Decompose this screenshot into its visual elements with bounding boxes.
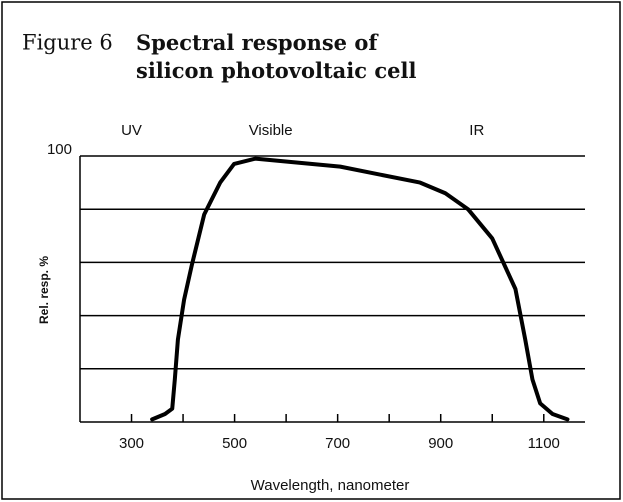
- figure-label: Figure 6: [22, 31, 113, 55]
- region-label: Visible: [249, 122, 293, 139]
- y-axis-label: Rel. resp. %: [37, 256, 51, 324]
- y-tick-label: 100: [47, 141, 72, 158]
- region-label: UV: [121, 122, 142, 139]
- x-tick-label: 300: [119, 435, 144, 452]
- x-axis-label: Wavelength, nanometer: [251, 477, 410, 494]
- x-tick-label: 900: [428, 435, 453, 452]
- x-tick-label: 500: [222, 435, 247, 452]
- chart-title: Spectral response of silicon photovoltaic…: [136, 30, 416, 83]
- response-curve: [150, 156, 570, 422]
- x-tick-label: 700: [325, 435, 350, 452]
- region-label: IR: [469, 122, 484, 139]
- x-tick-label: 1100: [528, 435, 560, 452]
